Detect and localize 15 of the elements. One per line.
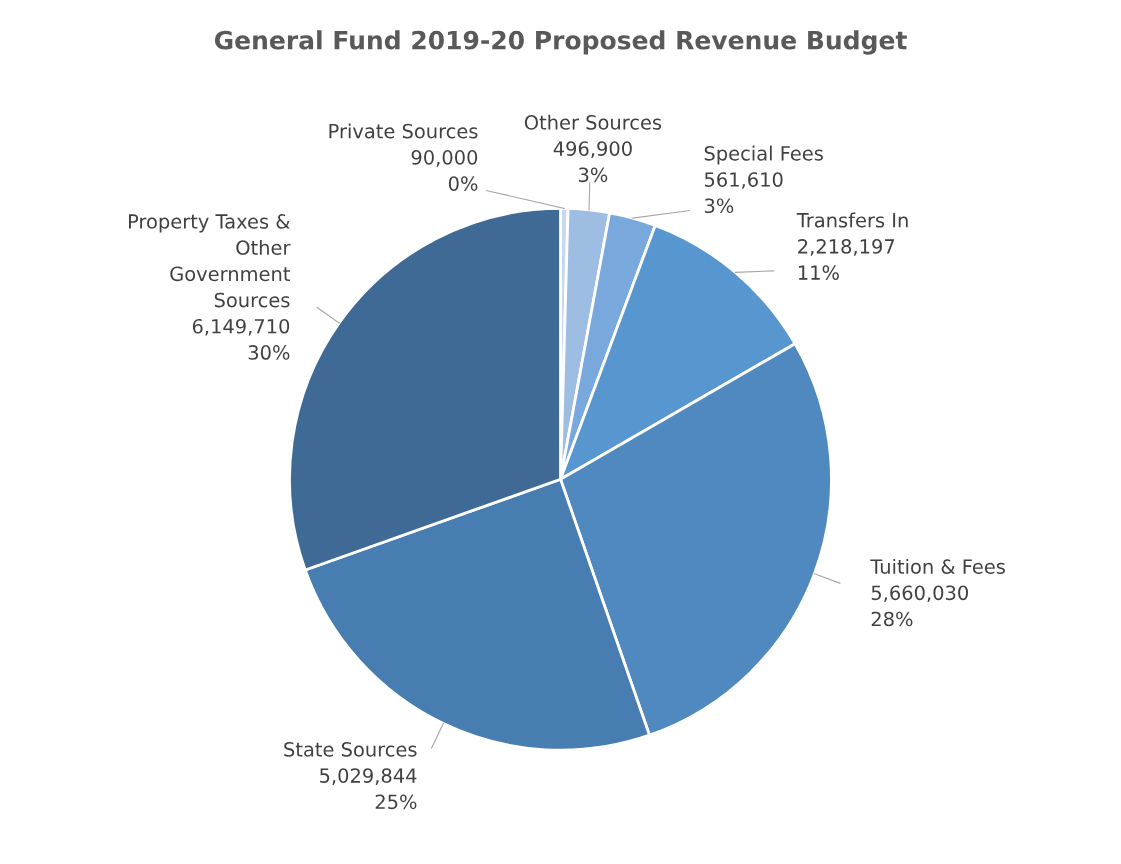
data-label: 90,000 0% [411, 149, 478, 191]
data-label: 496,900 3% [553, 141, 632, 183]
data-label: 5,029,844 25% [320, 768, 417, 810]
data-label: 5,660,030 28% [871, 585, 968, 627]
slice-label: Transfers In [796, 212, 908, 228]
data-label: 2,218,197 11% [798, 239, 895, 280]
slice-label: State Sources [284, 742, 417, 757]
slice-label: Property Taxes & Other Government Sources [128, 214, 291, 308]
data-label: 561,610 3% [704, 172, 783, 214]
data-label: 6,149,710 30% [192, 318, 290, 360]
slice-label: Special Fees [704, 145, 823, 165]
slice-label: Other Sources [524, 114, 662, 130]
slice-label: Tuition & Fees [870, 558, 1005, 574]
chart-title: General Fund 2019-20 Proposed Revenue Budget [214, 30, 907, 55]
slice-label: Private Sources [329, 123, 478, 139]
